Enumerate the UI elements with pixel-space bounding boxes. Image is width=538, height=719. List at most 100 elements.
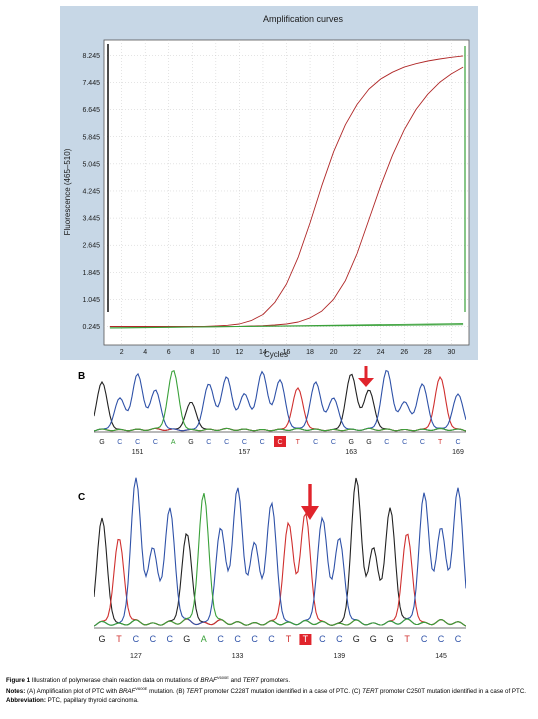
- x-tick-label: 18: [306, 349, 314, 356]
- series-line-1: [109, 66, 464, 327]
- x-tick-label: 30: [447, 349, 455, 356]
- position-label: 151: [132, 449, 144, 456]
- x-tick-label: 28: [424, 349, 432, 356]
- base-letter: C: [420, 439, 425, 446]
- base-letter: C: [167, 634, 174, 644]
- mutation-arrow: [358, 366, 374, 387]
- base-letter: G: [98, 634, 105, 644]
- position-label: 127: [130, 653, 142, 660]
- trace-T: [94, 511, 466, 627]
- base-letter: C: [224, 439, 229, 446]
- caption-figure-line: Figure 1 Illustration of polymerase chai…: [6, 675, 291, 685]
- x-tick-label: 6: [167, 349, 171, 356]
- base-letter: T: [438, 439, 443, 446]
- x-tick-label: 4: [143, 349, 147, 356]
- base-letter: A: [171, 439, 176, 446]
- figure-caption: Figure 1 Illustration of polymerase chai…: [6, 674, 534, 705]
- base-letter: C: [336, 634, 343, 644]
- y-tick-label: 8.245: [82, 53, 100, 60]
- x-axis-label: Cycles: [264, 350, 288, 359]
- base-letter: C: [384, 439, 389, 446]
- panel-label-c: C: [78, 492, 86, 503]
- chart-title: Amplification curves: [263, 14, 344, 24]
- position-label: 163: [345, 449, 357, 456]
- base-letter: C: [268, 634, 275, 644]
- y-tick-label: 4.245: [82, 188, 100, 195]
- base-letter: C: [117, 439, 122, 446]
- base-letter: G: [99, 439, 104, 446]
- base-letter: C: [438, 634, 445, 644]
- base-letter: T: [303, 634, 309, 644]
- base-letter: C: [150, 634, 157, 644]
- x-tick-label: 10: [212, 349, 220, 356]
- base-letter: A: [201, 634, 207, 644]
- base-letter: C: [313, 439, 318, 446]
- base-letter: G: [366, 439, 371, 446]
- y-tick-label: 5.045: [82, 161, 100, 168]
- x-tick-label: 16: [283, 349, 291, 356]
- x-tick-label: 14: [259, 349, 267, 356]
- base-letter: C: [277, 439, 282, 446]
- mutation-highlight: [274, 436, 286, 447]
- amplification-chart: Amplification curves 2 4 6 8 10 12 14 16 18 20 22 2…: [63, 14, 470, 359]
- position-label: 157: [239, 449, 251, 456]
- base-letter: C: [206, 439, 211, 446]
- y-tick-label: 3.445: [82, 216, 100, 223]
- x-tick-label: 12: [236, 349, 244, 356]
- x-tick-label: 2: [120, 349, 124, 356]
- x-tick-label: 22: [353, 349, 361, 356]
- base-letter: G: [387, 634, 394, 644]
- x-tick-label: 26: [400, 349, 408, 356]
- caption-abbreviation: Abbreviation: PTC, papillary thyroid car…: [6, 696, 139, 704]
- position-label: 145: [435, 653, 447, 660]
- position-label: 133: [232, 653, 244, 660]
- panel-label-b: B: [78, 371, 86, 382]
- trace-A: [94, 369, 466, 432]
- y-tick-label: 2.645: [82, 243, 100, 250]
- base-letter: C: [331, 439, 336, 446]
- series-line-3: [109, 324, 464, 329]
- base-letter: G: [370, 634, 377, 644]
- base-letter: G: [188, 439, 193, 446]
- base-letter: C: [251, 634, 258, 644]
- base-letter: C: [455, 634, 462, 644]
- position-label: 139: [333, 653, 345, 660]
- position-label: 169: [452, 449, 464, 456]
- base-letter: C: [135, 439, 140, 446]
- base-letter: C: [133, 634, 140, 644]
- y-tick-label: 1.845: [82, 270, 100, 277]
- base-letter: C: [217, 634, 224, 644]
- base-letter: C: [242, 439, 247, 446]
- x-tick-label: 24: [377, 349, 385, 356]
- base-letter: C: [153, 439, 158, 446]
- base-letter: C: [421, 634, 428, 644]
- base-letter: T: [296, 439, 301, 446]
- base-letter: T: [404, 634, 410, 644]
- base-letter: G: [183, 634, 190, 644]
- caption-notes: Notes: (A) Amplification plot of PTC wit…: [6, 686, 527, 696]
- x-tick-label: 8: [190, 349, 194, 356]
- base-letter: C: [455, 439, 460, 446]
- base-letter: C: [260, 439, 265, 446]
- x-tick-label: 20: [330, 349, 338, 356]
- amplification-chart-panel: Amplification curves 2 4 6 8 10 12 14 16 18 20 22 2…: [60, 6, 478, 360]
- base-letter: G: [353, 634, 360, 644]
- y-axis-label: Fluorescence (465–510): [63, 148, 72, 235]
- mutation-arrow: [301, 484, 319, 520]
- chromatogram-b: G C C C A G C C C C C T C C G G C C C T C 151 157 163 169: [94, 366, 466, 456]
- base-letter: T: [116, 634, 122, 644]
- base-letter: T: [286, 634, 292, 644]
- y-tick-label: 5.845: [82, 134, 100, 141]
- base-letter: C: [402, 439, 407, 446]
- mutation-highlight: [299, 634, 312, 645]
- base-letter: C: [319, 634, 326, 644]
- trace-A: [94, 493, 466, 627]
- y-tick-label: 1.045: [82, 297, 100, 304]
- base-letter: C: [234, 634, 241, 644]
- y-tick-label: 0.245: [82, 324, 100, 331]
- trace-C: [94, 369, 466, 432]
- y-tick-label: 7.445: [82, 80, 100, 87]
- plot-area: [103, 39, 470, 346]
- base-letter: G: [348, 439, 353, 446]
